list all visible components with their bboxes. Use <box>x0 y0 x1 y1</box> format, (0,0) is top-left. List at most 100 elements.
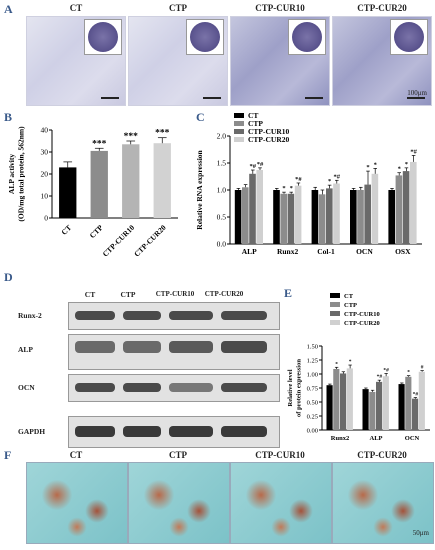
chart-bar <box>256 170 263 244</box>
legend-swatch <box>234 129 244 134</box>
wb-label-ocn: OCN <box>18 383 35 392</box>
chart-bar <box>153 143 171 218</box>
chart-bar <box>234 190 242 244</box>
x-tick-label: Col-1 <box>317 247 335 256</box>
alizarin-stain-ctp-cur10 <box>230 462 332 544</box>
wb-band <box>169 383 213 392</box>
significance-marker: * <box>290 185 293 192</box>
chart-bar <box>326 188 333 244</box>
alp-activity-chart: 0 10 20 30 40 ALP activity (OD/mg total protei… <box>7 126 178 259</box>
chart-bar <box>333 368 340 430</box>
chart-bar <box>398 384 405 430</box>
wb-label-gapdh: GAPDH <box>18 427 46 436</box>
significance-marker: *# <box>410 148 417 155</box>
chart-bar <box>412 398 419 430</box>
wb-band <box>221 383 267 392</box>
x-tick-label: CTP <box>88 223 105 240</box>
scale-bar <box>407 97 425 99</box>
significance-marker: *** <box>155 129 170 139</box>
alizarin-stain-ctp-cur20: 50μm <box>332 462 434 544</box>
chart-bar <box>410 161 417 244</box>
alizarin-stain-ct <box>26 462 128 544</box>
wb-column-ctp-cur20: CTP-CUR20 <box>204 290 244 298</box>
culture-dish-inset <box>288 19 326 55</box>
wb-label-runx2: Runx-2 <box>18 311 42 320</box>
chart-bar <box>388 190 395 244</box>
alizarin-stain-ctp <box>128 462 230 544</box>
panel-b-letter: B <box>4 110 13 124</box>
chart-bar <box>273 190 280 244</box>
wb-column-ctp-cur10: CTP-CUR10 <box>155 290 195 298</box>
significance-marker: * <box>398 166 401 173</box>
culture-dish-inset <box>84 19 122 55</box>
wb-column-ct: CT <box>84 290 96 299</box>
y-axis-label: (OD/mg total protein, 562nm) <box>17 126 26 222</box>
chart-bar <box>350 190 357 244</box>
chart-bar <box>340 373 347 430</box>
x-tick-label: ALP <box>242 247 257 256</box>
chart-bar <box>90 150 108 218</box>
panel-f-title-ctp-cur20: CTP-CUR20 <box>357 450 407 460</box>
chart-bar <box>402 171 410 244</box>
y-tick-label: 40 <box>41 126 49 135</box>
wb-blot-gapdh <box>68 416 280 448</box>
micrograph-ctp-cur20: 100μm <box>332 16 432 106</box>
culture-dish-image <box>88 22 118 52</box>
chart-bar <box>376 381 383 430</box>
y-tick-label: 20 <box>41 170 49 179</box>
significance-marker: *** <box>92 139 107 149</box>
wb-band <box>123 311 161 320</box>
significance-marker: *# <box>257 161 264 168</box>
scale-bar <box>305 97 323 99</box>
x-tick-label: Runx2 <box>331 435 349 442</box>
legend-swatch <box>330 302 340 307</box>
scale-bar <box>101 97 119 99</box>
chart-bar <box>242 187 249 244</box>
scale-label: 100μm <box>407 89 427 97</box>
wb-band <box>75 426 115 437</box>
legend-label: CT <box>344 293 354 300</box>
significance-marker: *# <box>295 176 302 183</box>
panel-a-title-ct: CT <box>69 3 83 13</box>
y-tick-label: 0 <box>44 214 48 223</box>
significance-marker: * <box>282 185 285 192</box>
panel-f-title-ctp: CTP <box>169 450 187 460</box>
chart-bar <box>287 193 295 244</box>
chart-bar <box>333 183 340 244</box>
significance-marker: * <box>366 164 369 171</box>
wb-band <box>75 341 115 353</box>
significance-marker: * <box>349 359 352 365</box>
culture-dish-image <box>394 22 424 52</box>
y-tick-label: 0.50 <box>307 400 318 407</box>
x-tick-label: Runx2 <box>277 247 299 256</box>
chart-bar <box>346 368 353 430</box>
x-tick-label: CT <box>59 223 73 237</box>
y-tick-label: 1.00 <box>307 372 318 379</box>
legend-label: CTP-CUR10 <box>248 127 289 136</box>
y-tick-label: 0.75 <box>307 386 318 393</box>
panel-a-title-ctp-cur20: CTP-CUR20 <box>357 3 407 13</box>
y-tick-label: 0.00 <box>307 428 318 435</box>
y-tick-label: 0.0 <box>217 240 227 249</box>
wb-band <box>221 341 267 353</box>
culture-dish-image <box>292 22 322 52</box>
significance-marker: * <box>405 161 408 168</box>
micrograph-ctp <box>128 16 228 106</box>
chart-bar <box>318 194 326 244</box>
legend-label: CTP-CUR20 <box>248 135 289 144</box>
wb-band <box>221 311 267 320</box>
panel-a-letter: A <box>4 2 13 16</box>
scale-bar <box>203 97 221 99</box>
panel-f-letter: F <box>4 448 12 462</box>
chart-bar <box>405 376 412 430</box>
y-axis-label: of protein expression <box>296 359 303 417</box>
chart-bar <box>418 371 425 430</box>
legend-label: CTP <box>344 302 357 309</box>
x-tick-label: CTP-CUR20 <box>132 223 168 259</box>
wb-band <box>123 341 161 353</box>
wb-band <box>75 311 115 320</box>
chart-bar <box>249 173 256 244</box>
wb-column-ctp: CTP <box>120 290 136 299</box>
y-tick-label: 10 <box>41 192 49 201</box>
chart-bar <box>59 167 77 218</box>
